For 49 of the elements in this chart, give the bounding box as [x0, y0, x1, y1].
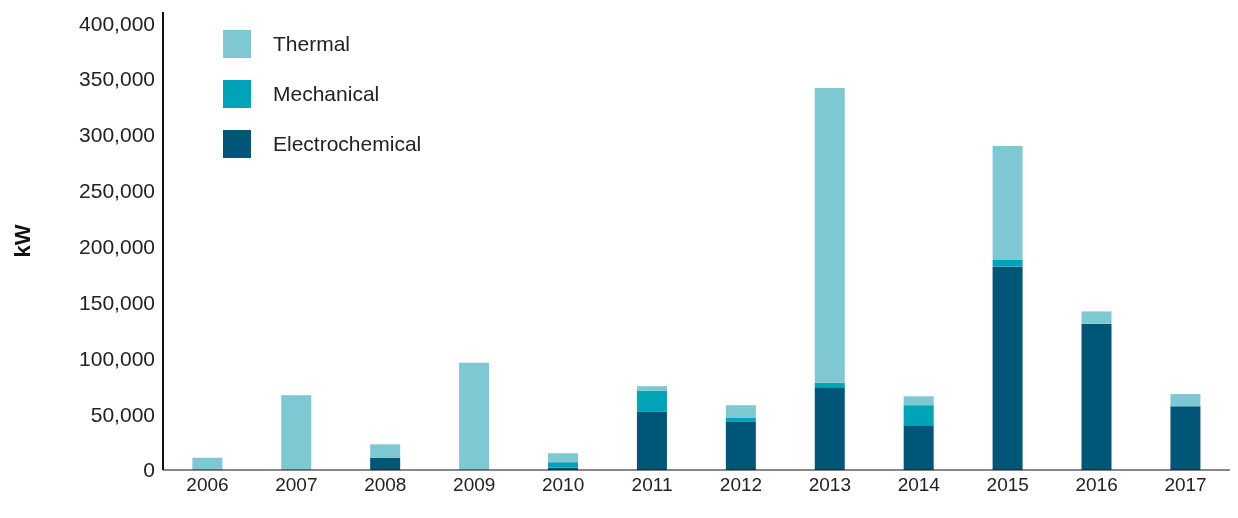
y-tick-label: 300,000: [79, 123, 155, 147]
x-tick-label: 2008: [364, 474, 407, 496]
y-tick-label: 250,000: [79, 179, 155, 203]
bar: [814, 382, 845, 388]
bar: [725, 421, 756, 470]
x-tick-label: 2012: [719, 474, 763, 496]
bar: [903, 425, 934, 470]
x-tick-label: 2013: [808, 474, 852, 496]
bar: [992, 146, 1023, 260]
y-tick-label: 150,000: [79, 290, 155, 314]
legend-label: Mechanical: [273, 82, 380, 106]
bar: [903, 396, 934, 406]
x-tick-label: 2016: [1075, 474, 1118, 496]
bar: [281, 395, 312, 470]
x-tick-label: 2017: [1164, 474, 1207, 496]
bar: [548, 462, 579, 468]
x-tick-label: 2015: [986, 474, 1029, 496]
x-tick-label: 2014: [897, 474, 941, 496]
y-tick-label: 100,000: [79, 346, 155, 370]
bar: [992, 259, 1023, 267]
bar: [1081, 311, 1112, 324]
legend-label: Thermal: [273, 32, 351, 56]
y-tick-label: 400,000: [79, 11, 155, 35]
y-tick-label: 50,000: [90, 402, 155, 426]
bar: [548, 453, 579, 463]
bar: [459, 362, 490, 470]
y-tick-label: 350,000: [79, 67, 155, 91]
bar: [814, 87, 845, 383]
y-tick-label: 0: [143, 458, 155, 482]
x-tick-label: 2009: [453, 474, 496, 496]
bar: [636, 411, 667, 470]
bar: [370, 444, 401, 458]
x-tick-label: 2011: [631, 474, 673, 496]
bar: [1170, 406, 1201, 470]
y-tick-label: 200,000: [79, 235, 155, 259]
legend-label: Electrochemical: [273, 132, 422, 156]
bar: [814, 387, 845, 470]
x-tick-label: 2006: [186, 474, 229, 496]
x-tick-label: 2007: [275, 474, 318, 496]
bar: [636, 386, 667, 391]
bar: [1170, 394, 1201, 407]
bar: [636, 390, 667, 412]
y-axis-title: kW: [9, 224, 35, 258]
bar: [903, 405, 934, 426]
bar: [725, 417, 756, 422]
bar: [725, 405, 756, 418]
bar: [992, 266, 1023, 470]
bar: [1081, 323, 1112, 470]
x-tick-label: 2010: [541, 474, 585, 496]
